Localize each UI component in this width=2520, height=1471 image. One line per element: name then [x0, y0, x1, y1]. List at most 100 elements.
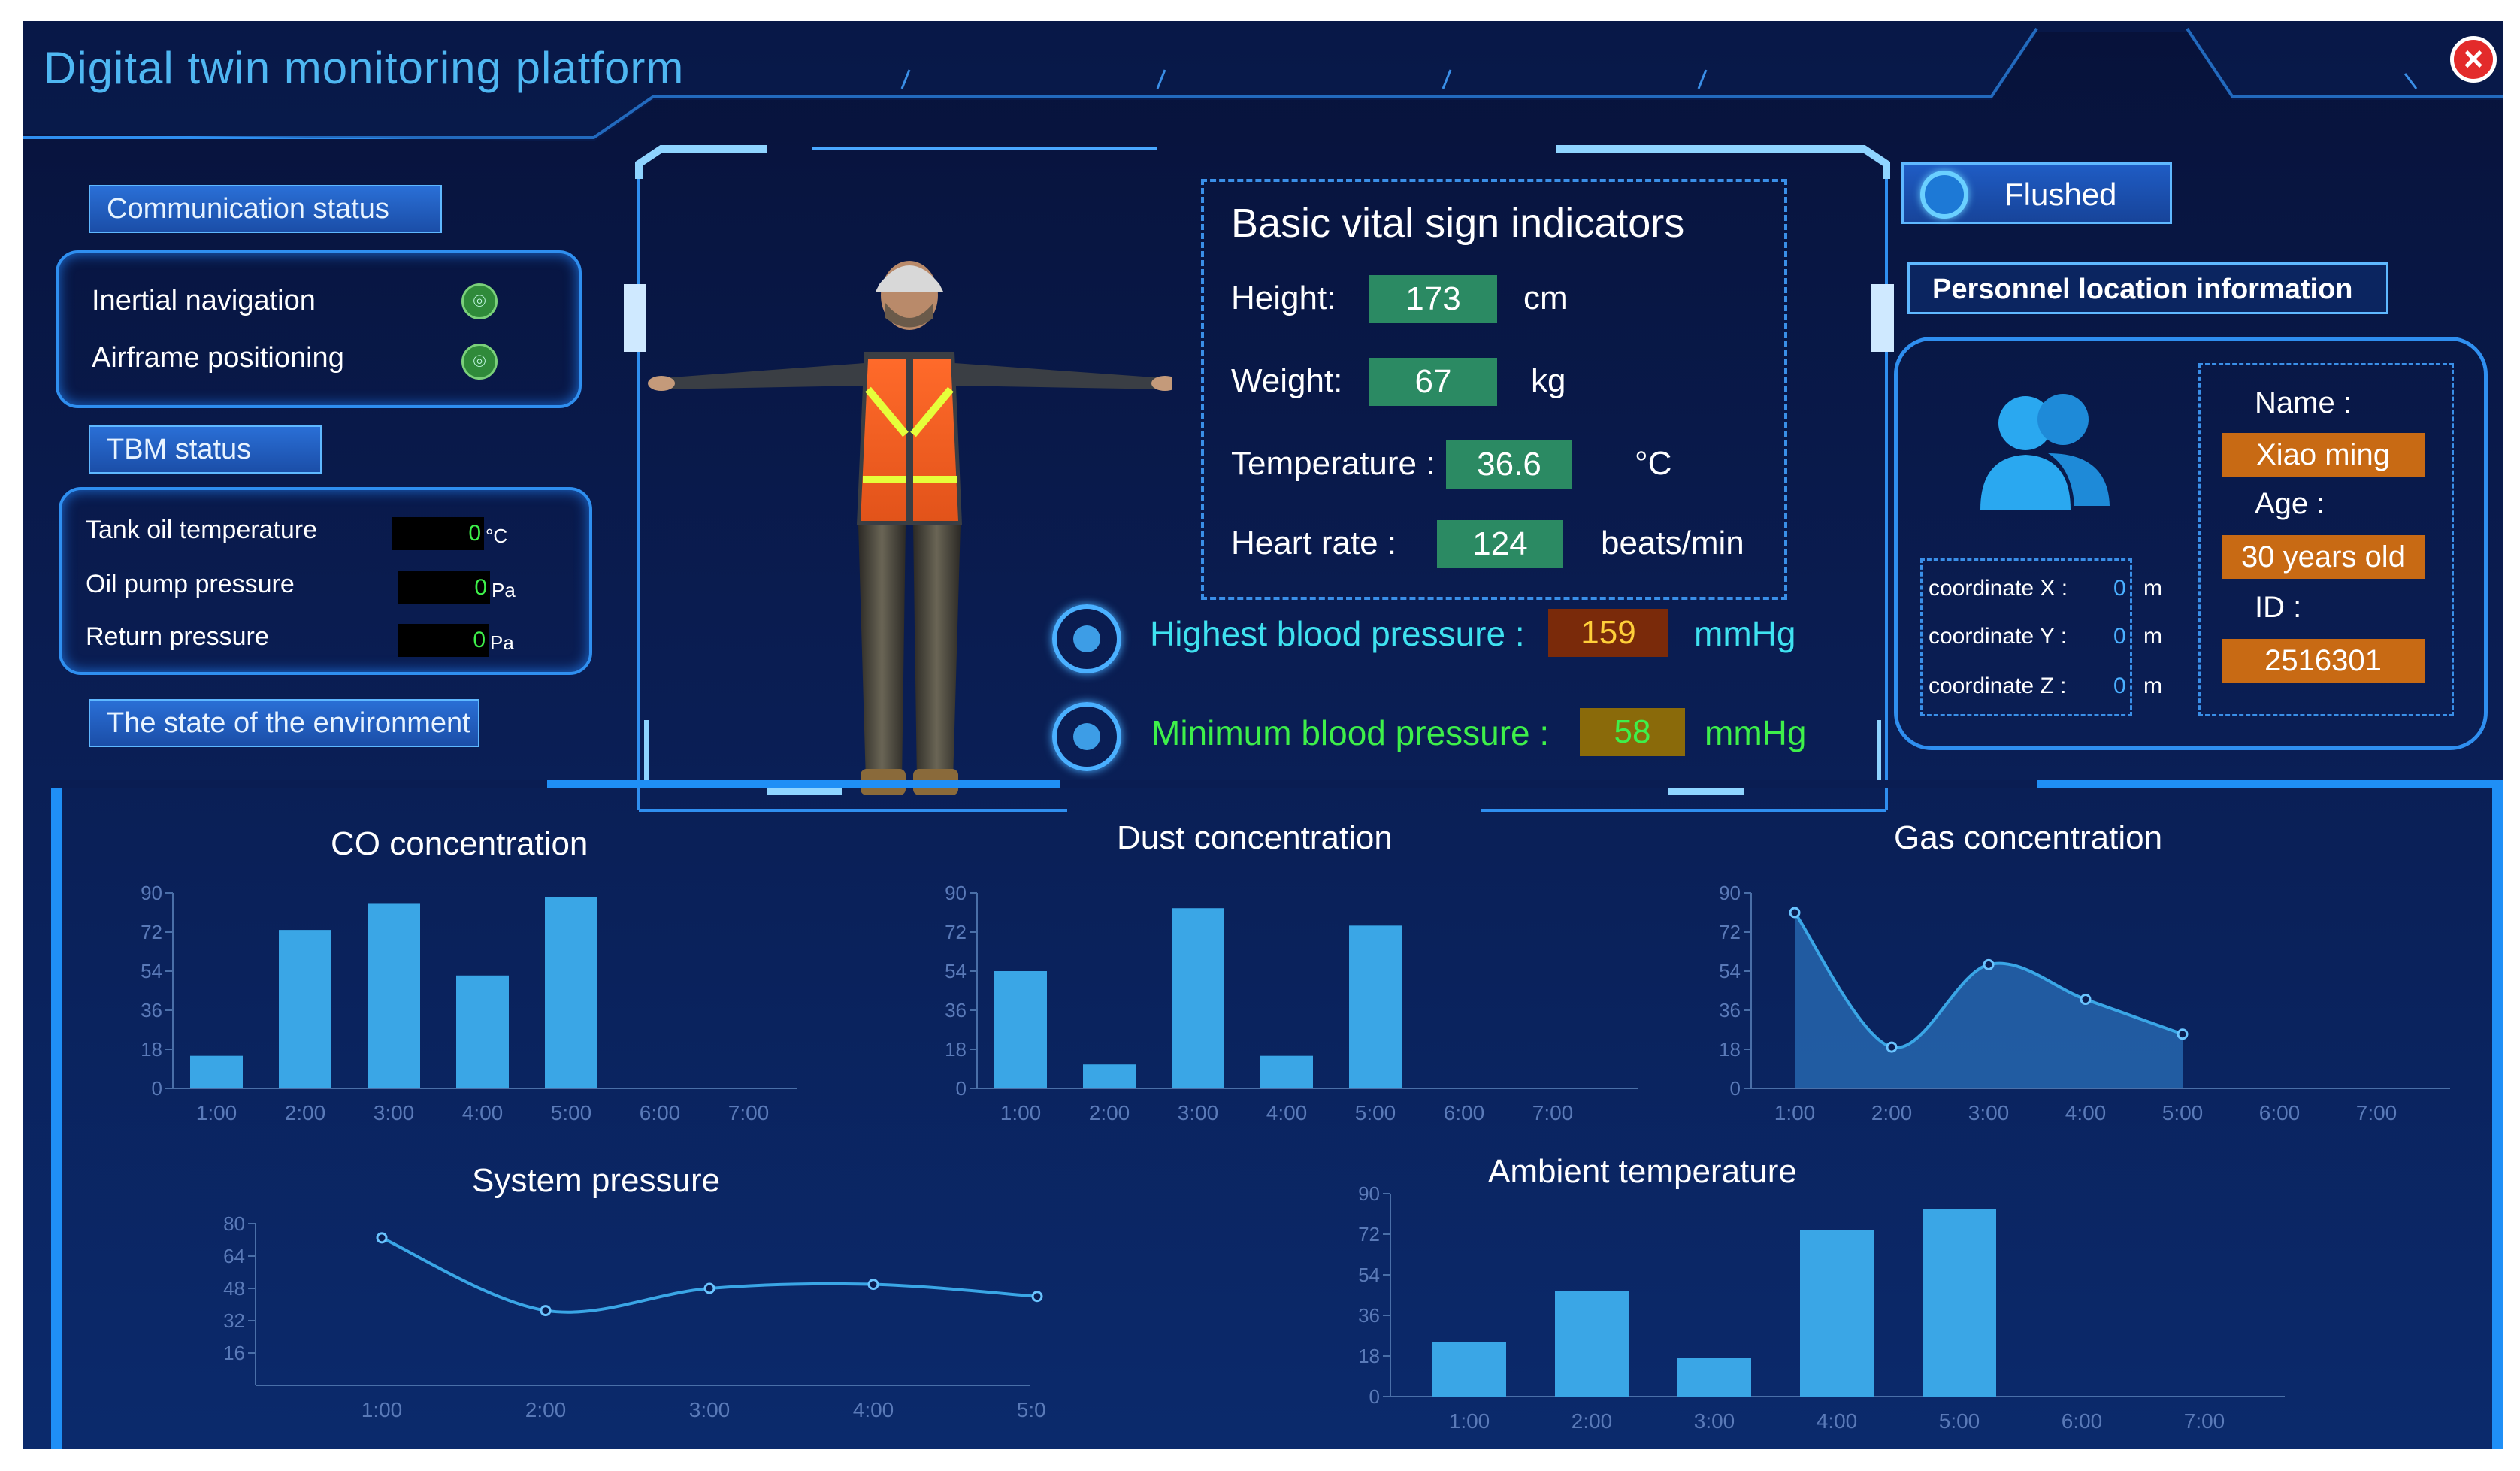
- users-icon: [1980, 394, 2110, 510]
- ambient-temperature-chart-title: Ambient temperature: [1488, 1153, 1797, 1190]
- bp-low-label: Minimum blood pressure :: [1151, 713, 1550, 752]
- data-point: [376, 1232, 388, 1244]
- bar: [1800, 1230, 1874, 1397]
- y-tick-label: 90: [945, 882, 967, 904]
- y-tick-label: 54: [141, 960, 162, 982]
- co-chart-title: CO concentration: [331, 825, 588, 862]
- bar: [1677, 1358, 1751, 1397]
- temperature-value: 36.6: [1446, 440, 1572, 489]
- x-tick-label: 6:00: [640, 1101, 681, 1124]
- data-point: [2177, 1028, 2189, 1040]
- x-tick-label: 1:00: [196, 1101, 237, 1124]
- y-tick-label: 36: [1719, 999, 1741, 1022]
- y-tick-label: 36: [141, 999, 162, 1022]
- close-icon[interactable]: ×: [2450, 36, 2497, 83]
- x-tick-label: 7:00: [2356, 1101, 2397, 1124]
- heart-rate-value: 124: [1437, 520, 1563, 568]
- y-tick-label: 18: [945, 1038, 967, 1061]
- return-pressure-label: Return pressure: [86, 622, 269, 651]
- system-pressure-chart: 16 32 48 64 80 1:00 2:00 3:00 4:00 5:00: [223, 1212, 1045, 1421]
- x-tick-label: 7:00: [728, 1101, 770, 1124]
- x-tick-label: 3:00: [374, 1101, 415, 1124]
- bar: [1923, 1209, 1996, 1397]
- airframe-positioning-label: Airframe positioning: [92, 342, 344, 374]
- y-tick-label: 0: [152, 1077, 162, 1100]
- y-tick-label: 90: [1358, 1182, 1380, 1205]
- heart-rate-unit: beats/min: [1601, 525, 1744, 561]
- y-tick-label: 80: [223, 1212, 245, 1235]
- x-tick-label: 5:00: [1017, 1398, 1045, 1421]
- y-tick-label: 18: [141, 1038, 162, 1061]
- ambient-temperature-chart: 0 18 36 54 72 90 1:00 2:00 3:00 4:00 5:00 6:00 7:00: [1358, 1182, 2285, 1433]
- y-tick-label: 72: [1358, 1223, 1380, 1246]
- x-tick-label: 4:00: [462, 1101, 504, 1124]
- worker-3d-model: [648, 261, 1172, 795]
- x-tick-label: 3:00: [689, 1398, 731, 1421]
- data-point: [1886, 1041, 1898, 1053]
- heartbeat-icon: [1052, 604, 1121, 673]
- coordinate-y-label: coordinate Y :: [1929, 624, 2068, 649]
- vital-signs-title: Basic vital sign indicators: [1231, 201, 1685, 246]
- data-point: [540, 1305, 552, 1317]
- y-tick-label: 48: [223, 1277, 245, 1300]
- x-tick-label: 7:00: [2184, 1409, 2225, 1433]
- bar: [1172, 908, 1224, 1088]
- bar: [994, 971, 1047, 1088]
- location-header: Personnel location information: [1932, 274, 2353, 305]
- y-tick-label: 16: [223, 1342, 245, 1364]
- height-label: Height:: [1231, 280, 1336, 316]
- x-tick-label: 2:00: [525, 1398, 567, 1421]
- environment-header: The state of the environment: [89, 699, 479, 747]
- y-tick-label: 36: [945, 999, 967, 1022]
- x-tick-label: 6:00: [2259, 1101, 2301, 1124]
- inertial-navigation-label: Inertial navigation: [92, 285, 316, 316]
- x-tick-label: 6:00: [1444, 1101, 1485, 1124]
- gas-concentration-chart: 0 18 36 54 72 90 1:00 2:00 3:00 4:00 5:00 6:00 7:00: [1719, 882, 2450, 1124]
- id-label: ID :: [2255, 591, 2302, 624]
- co-concentration-chart: 0 18 36 54 72 90 1:00 2:00 3:00 4:00 5:00 6:00 7:00: [141, 882, 797, 1124]
- bp-low-unit: mmHg: [1705, 713, 1807, 752]
- weight-label: Weight:: [1231, 362, 1343, 399]
- x-tick-label: 2:00: [1572, 1409, 1613, 1433]
- y-tick-label: 90: [141, 882, 162, 904]
- data-point: [1789, 907, 1801, 919]
- weight-value: 67: [1369, 358, 1497, 406]
- bar: [545, 897, 597, 1088]
- bp-low-value: 58: [1580, 708, 1685, 756]
- flushed-button[interactable]: Flushed: [1901, 162, 2172, 224]
- data-point: [1031, 1291, 1043, 1303]
- heartbeat-icon: [1052, 702, 1121, 771]
- bar: [368, 903, 420, 1088]
- x-tick-label: 6:00: [2062, 1409, 2103, 1433]
- temperature-label: Temperature :: [1231, 445, 1435, 482]
- y-tick-label: 72: [141, 921, 162, 943]
- temperature-unit: °C: [1635, 445, 1672, 482]
- oil-pump-pressure-unit: Pa: [492, 579, 516, 601]
- x-tick-label: 4:00: [2065, 1101, 2107, 1124]
- title-bar-frame: [23, 21, 2503, 141]
- height-unit: cm: [1523, 280, 1568, 316]
- flushed-label: Flushed: [2004, 177, 2117, 212]
- oil-pump-pressure-value: 0: [398, 571, 490, 604]
- coordinate-y-unit: m: [2143, 624, 2162, 649]
- panel-gap: [51, 780, 547, 788]
- bar: [190, 1055, 243, 1088]
- name-value: Xiao ming: [2222, 433, 2425, 477]
- x-tick-label: 5:00: [1355, 1101, 1396, 1124]
- y-tick-label: 54: [945, 960, 967, 982]
- x-tick-label: 2:00: [1089, 1101, 1130, 1124]
- app-window: Digital twin monitoring platform × Commu…: [23, 21, 2503, 1449]
- bar: [1432, 1342, 1506, 1397]
- vital-signs-panel: Basic vital sign indicators Height: 173 …: [1201, 179, 1787, 600]
- communication-status-header: Communication status: [89, 185, 442, 233]
- coordinate-x-value: 0: [2113, 576, 2126, 601]
- return-pressure-unit: Pa: [490, 631, 514, 654]
- personal-info-box: Name : Xiao ming Age : 30 years old ID :…: [2198, 363, 2454, 716]
- page-title: Digital twin monitoring platform: [44, 43, 685, 93]
- y-tick-label: 32: [223, 1309, 245, 1332]
- coordinates-box: coordinate X : 0 m coordinate Y : 0 m co…: [1920, 558, 2162, 716]
- communication-panel: Inertial navigation ⌾ Airframe positioni…: [56, 250, 582, 408]
- bar: [1349, 925, 1402, 1088]
- data-point: [2080, 994, 2092, 1006]
- y-tick-label: 54: [1719, 960, 1741, 982]
